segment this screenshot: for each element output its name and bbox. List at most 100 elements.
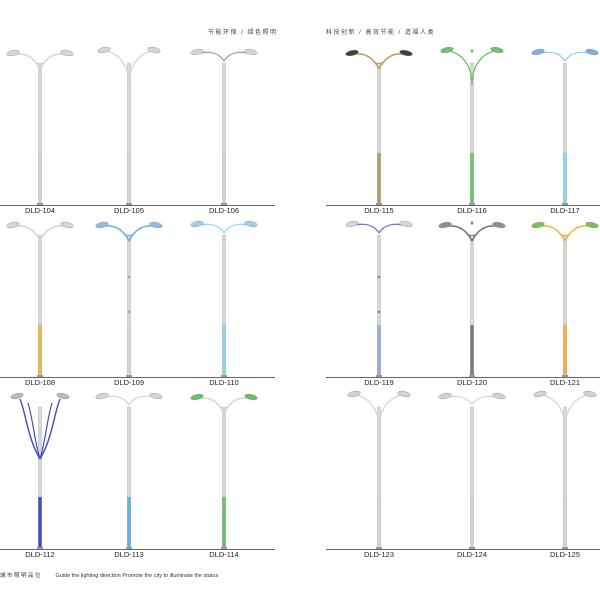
header-slogan-right: 科技创新 / 高效节能 / 造福人类 — [326, 30, 436, 36]
pole-tip — [470, 49, 474, 53]
lamp-head — [244, 220, 258, 228]
pole-footing — [562, 375, 568, 377]
pole-ornament — [377, 275, 381, 279]
lamp-product-card: DLD-106 — [179, 45, 269, 215]
pole-arm — [564, 225, 590, 242]
lamp-head — [97, 46, 111, 54]
pole-base — [377, 496, 381, 550]
lamp-head — [347, 390, 361, 398]
lamp-head — [531, 48, 545, 56]
pole-arm — [199, 223, 225, 234]
street-lamp-illustration — [190, 48, 258, 206]
pole-arm — [223, 397, 249, 414]
pole-footing — [221, 547, 227, 549]
pole-footing — [37, 375, 43, 377]
model-label: DLD-104 — [24, 206, 55, 215]
pole-base — [38, 496, 42, 550]
pole-arm — [39, 53, 65, 70]
lamp-product-card: DLD-117 — [520, 45, 600, 215]
lamp-head — [60, 221, 74, 229]
pole-base — [222, 496, 226, 550]
model-label: DLD-112 — [25, 550, 55, 559]
lamp-head — [244, 48, 258, 56]
row-baseline — [0, 549, 275, 550]
street-lamp-illustration — [190, 220, 258, 378]
model-label: DLD-106 — [208, 206, 239, 215]
street-lamp-illustration — [345, 49, 413, 206]
row-baseline — [326, 377, 600, 378]
model-label: DLD-110 — [209, 378, 239, 387]
lamp-product-card: DLD-125 — [520, 389, 600, 559]
pole-arm — [354, 223, 380, 234]
lamp-product-card: DLD-108 — [0, 217, 85, 387]
pole-arm — [104, 395, 130, 406]
lamp-product-card: DLD-123 — [334, 389, 424, 559]
lamp-product-card: DLD-104 — [0, 45, 85, 215]
pole-arm — [540, 51, 566, 62]
street-lamp-illustration — [6, 221, 74, 378]
pole-base — [377, 324, 381, 378]
pole-arm — [542, 394, 566, 430]
header-slogan-left: 节能环保 / 绿色照明 — [208, 30, 278, 36]
street-lamp-illustration — [10, 392, 70, 550]
pole-base — [38, 324, 42, 378]
lamp-head — [190, 393, 204, 401]
pole-arm — [378, 53, 404, 70]
model-label: DLD-117 — [550, 206, 580, 215]
lamp-head — [10, 392, 24, 400]
pole-arm — [564, 394, 588, 430]
pole-arm — [564, 51, 590, 62]
pole-footing — [469, 547, 475, 549]
lamp-head — [149, 221, 163, 229]
pole-arm — [19, 398, 41, 460]
model-label: DLD-119 — [364, 378, 394, 387]
lamp-head — [56, 392, 70, 400]
lamp-head — [438, 221, 452, 229]
pole-arm — [449, 50, 473, 86]
lamp-product-card: DLD-105 — [84, 45, 174, 215]
lamp-head — [492, 392, 506, 400]
lamp-head — [149, 392, 163, 400]
pole-arm — [128, 395, 154, 406]
pole-arm — [223, 51, 249, 62]
pole-footing — [469, 375, 475, 377]
pole-footing — [37, 547, 43, 549]
street-lamp-illustration — [533, 390, 597, 550]
street-lamp-illustration — [531, 221, 599, 378]
pole-footing — [126, 547, 132, 549]
pole-arm — [199, 51, 225, 62]
model-label: DLD-124 — [456, 550, 487, 559]
pole-footing — [376, 375, 382, 377]
pole-ornament — [127, 310, 131, 314]
pole-tip — [470, 221, 474, 225]
pole-arm — [356, 394, 380, 430]
street-lamp-illustration — [438, 392, 506, 550]
lamp-head — [585, 221, 599, 229]
lamp-head — [585, 48, 599, 56]
street-lamp-illustration — [531, 48, 599, 206]
pole-footing — [221, 375, 227, 377]
pole-base — [38, 152, 42, 206]
lamp-head — [531, 221, 545, 229]
street-lamp-illustration — [347, 390, 411, 550]
lamp-product-card: DLD-114 — [179, 389, 269, 559]
pole-arm — [39, 225, 65, 242]
footer-cn-text: 城市照明品位 — [0, 573, 43, 579]
street-lamp-illustration — [190, 393, 258, 550]
lamp-product-card: DLD-124 — [427, 389, 517, 559]
lamp-head — [95, 392, 109, 400]
pole-arm — [15, 53, 41, 70]
model-label: DLD-121 — [549, 378, 580, 387]
pole-base — [563, 496, 567, 550]
model-label: DLD-115 — [364, 206, 394, 215]
pole-footing — [376, 547, 382, 549]
row-baseline — [326, 205, 600, 206]
pole-footing — [37, 203, 43, 205]
pole-base — [127, 324, 131, 378]
pole-base — [470, 324, 474, 378]
model-label: DLD-114 — [209, 550, 239, 559]
pole-arm — [39, 402, 53, 460]
lamp-head — [397, 390, 411, 398]
lamp-head — [190, 48, 204, 56]
pole-arm — [104, 225, 130, 242]
